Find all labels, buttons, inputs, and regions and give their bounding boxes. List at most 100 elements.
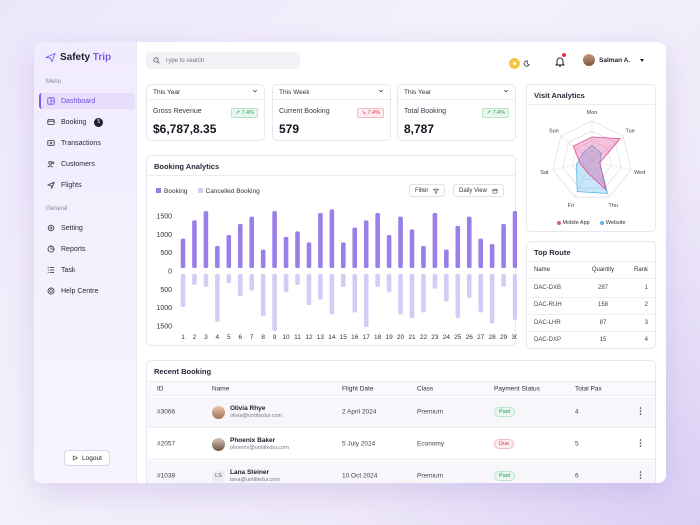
- table-row[interactable]: DAC-RUH 158 2: [534, 302, 648, 308]
- x-tick-label: 21: [408, 334, 416, 341]
- x-tick-label: 30: [511, 334, 517, 341]
- avatar: [212, 437, 225, 451]
- sidebar-item-transactions[interactable]: Transactions: [39, 135, 135, 151]
- x-tick-label: 11: [294, 334, 301, 341]
- period-select[interactable]: This Year: [398, 85, 515, 100]
- visit-radar-chart: Mon Tue Wed Thu Fri Sat Sun: [540, 110, 645, 209]
- delta-badge: ↗ 7.4%: [231, 108, 258, 118]
- sidebar-item-reports[interactable]: Reports: [39, 241, 135, 257]
- radar-grid: [562, 130, 622, 189]
- brand-name: Safety Trip: [60, 52, 112, 63]
- sidebar-item-help-centre[interactable]: Help Centre: [39, 283, 135, 299]
- sidebar-item-label: Transactions: [61, 139, 101, 147]
- cancelled-bar: [226, 274, 232, 284]
- cancelled-bar: [203, 274, 209, 287]
- y-tick-label: 1000: [156, 232, 172, 239]
- sidebar-item-flights[interactable]: Flights: [39, 177, 135, 193]
- logout-button[interactable]: Logout: [64, 450, 110, 466]
- booking-bar: [329, 209, 335, 268]
- more-icon[interactable]: [639, 471, 642, 481]
- sidebar-item-label: Task: [61, 266, 76, 274]
- booking-icon: [47, 118, 55, 126]
- radar-axis-label: Tue: [626, 129, 635, 135]
- table-row[interactable]: #1038 LS Lana Steiner lana@untitledui.com…: [147, 461, 655, 483]
- booking-bar: [203, 211, 209, 268]
- x-tick-label: 7: [250, 334, 254, 341]
- cancelled-bar: [398, 274, 403, 315]
- y-tick-label: 500: [160, 287, 172, 294]
- x-tick-label: 25: [454, 334, 462, 341]
- divider: [527, 278, 655, 279]
- table-row[interactable]: #2057 Phoenix Baker phoenix@untitledui.co…: [147, 429, 655, 460]
- cancelled-bar: [409, 274, 415, 318]
- sidebar-item-setting[interactable]: Setting: [39, 220, 135, 236]
- cancelled-bar: [352, 274, 358, 313]
- booking-bar: [237, 224, 243, 268]
- chevron-down-icon: [252, 88, 258, 96]
- booking-bar: [306, 242, 312, 268]
- user-menu[interactable]: Salman A.: [583, 52, 653, 68]
- sidebar-item-booking[interactable]: Booking 5: [39, 114, 135, 130]
- more-icon[interactable]: [639, 407, 642, 417]
- cancelled-bar: [363, 274, 369, 328]
- booking-bar: [180, 238, 186, 268]
- booking-bar: [283, 236, 289, 268]
- x-tick-label: 14: [328, 334, 336, 341]
- booking-bar: [249, 216, 254, 268]
- cancelled-bar: [444, 274, 449, 302]
- divider: [527, 314, 655, 315]
- table-row[interactable]: #3066 Olivia Rhye olivia@untitledui.com 2…: [147, 397, 655, 428]
- y-tick-label: 500: [160, 250, 172, 257]
- view-label: Daily View: [459, 187, 487, 194]
- booking-bar: [455, 225, 461, 268]
- filter-button[interactable]: Filter: [409, 184, 446, 197]
- cancelled-bar: [237, 274, 243, 296]
- sidebar-item-dashboard[interactable]: Dashboard: [39, 93, 135, 109]
- mobile-app-series: [572, 136, 621, 192]
- x-tick-label: 26: [466, 334, 474, 341]
- booking-bar: [192, 220, 197, 268]
- dashboard-icon: [47, 97, 55, 105]
- period-select[interactable]: This Week: [273, 85, 390, 100]
- moon-icon[interactable]: [523, 54, 530, 72]
- table-row[interactable]: DAC-DXB 287 1: [534, 285, 648, 291]
- plane-logo-icon: [45, 52, 56, 63]
- booking-bar: [352, 227, 358, 268]
- status-badge: Due: [494, 439, 515, 449]
- recent-table-header: ID Name Flight Date Class Payment Status…: [147, 381, 655, 396]
- theme-toggle[interactable]: [509, 54, 530, 72]
- card-title: Booking Analytics: [154, 162, 220, 171]
- sidebar-item-label: Dashboard: [61, 97, 96, 105]
- chevron-down-icon: [503, 88, 509, 96]
- period-select[interactable]: This Year: [147, 85, 264, 100]
- x-tick-label: 9: [273, 334, 277, 341]
- website-series: [575, 144, 609, 194]
- menu-section-label: Menu: [46, 79, 62, 85]
- cancelled-bar: [512, 274, 517, 320]
- logout-icon: [72, 455, 78, 461]
- table-row[interactable]: DAC-DXP 15 4: [534, 337, 648, 343]
- more-icon[interactable]: [639, 439, 642, 449]
- cancelled-bar: [306, 274, 312, 306]
- table-row[interactable]: DAC-LHR 87 3: [534, 320, 648, 326]
- daily-view-button[interactable]: Daily View: [453, 184, 504, 197]
- sidebar-item-task[interactable]: Task: [39, 262, 135, 278]
- radar-axis-label: Sun: [549, 129, 559, 135]
- sidebar: Safety Trip Menu Dashboard Booking 5 Tra…: [34, 42, 137, 483]
- notifications-button[interactable]: [555, 53, 566, 67]
- search-input[interactable]: [165, 57, 285, 64]
- sun-icon[interactable]: [509, 57, 520, 69]
- logo[interactable]: Safety Trip: [45, 52, 111, 63]
- notification-dot: [562, 53, 566, 57]
- stat-card-gross-revenue: This Year Gross Revenue ↗ 7.4% $6,787,8.…: [146, 84, 265, 141]
- avatar: [212, 405, 225, 419]
- stat-value: 8,787: [404, 122, 435, 136]
- top-route-card: Top Route Name Quantity Rank DAC-DXB 287 1…: [526, 241, 656, 349]
- chevron-down-icon: [378, 88, 384, 96]
- sidebar-item-customers[interactable]: Customers: [39, 156, 135, 172]
- radar-grid: [552, 120, 632, 198]
- search-bar[interactable]: [146, 52, 300, 69]
- booking-bar: [512, 211, 517, 268]
- stat-card-total-booking: This Year Total Booking ↗ 7.4% 8,787: [397, 84, 516, 141]
- divider: [527, 104, 655, 105]
